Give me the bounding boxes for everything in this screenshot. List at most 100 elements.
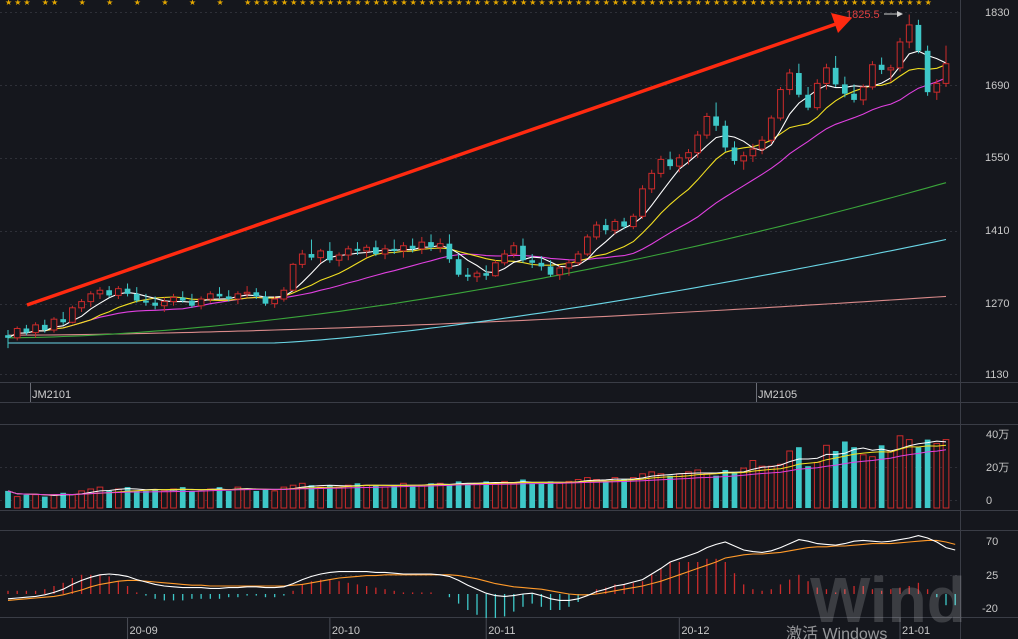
- macd-tick-label: 70: [986, 536, 998, 548]
- volume-bar: [87, 488, 95, 509]
- event-star-icon: ★: [548, 0, 555, 7]
- candle-body: [887, 67, 895, 71]
- volume-bar: [529, 483, 536, 508]
- event-star-icon: ★: [419, 0, 426, 7]
- candle-body: [436, 243, 444, 248]
- event-star-icon: ★: [649, 0, 656, 7]
- volume-bar: [556, 482, 564, 509]
- volume-tick-label: 0: [986, 495, 992, 507]
- volume-bar: [133, 490, 140, 508]
- price-tick-label: 1550: [985, 152, 1009, 164]
- candle-body: [796, 73, 802, 95]
- event-star-icon: ★: [106, 0, 113, 7]
- candle-body: [197, 298, 205, 307]
- volume-bar: [464, 483, 471, 508]
- event-star-icon: ★: [511, 0, 518, 7]
- candle-body: [639, 188, 646, 217]
- volume-bar: [428, 483, 434, 508]
- candle-body: [253, 292, 260, 297]
- volume-bar: [887, 450, 895, 509]
- event-star-icon: ★: [400, 0, 407, 7]
- candle-body: [96, 289, 104, 295]
- event-star-icon: ★: [686, 0, 693, 7]
- candle-body: [189, 300, 195, 306]
- candle-body: [905, 24, 913, 43]
- event-star-icon: ★: [833, 0, 840, 7]
- macd-tick-label: 25: [986, 570, 998, 582]
- contract-label-jm2101: JM2101: [32, 389, 71, 401]
- event-star-icon: ★: [428, 0, 435, 7]
- volume-ma10-line: [7, 444, 947, 496]
- event-star-icon: ★: [888, 0, 895, 7]
- volume-bar: [106, 490, 113, 508]
- candle-body: [731, 147, 738, 161]
- event-star-icon: ★: [704, 0, 711, 7]
- candle-body: [262, 296, 269, 304]
- candle-body: [685, 152, 692, 159]
- candle-body: [933, 82, 941, 93]
- candle-body: [87, 293, 95, 303]
- volume-bar: [243, 488, 251, 509]
- volume-bar: [152, 489, 158, 508]
- event-star-icon: ★: [42, 0, 49, 7]
- event-star-icon: ★: [768, 0, 775, 7]
- event-star-icon: ★: [244, 0, 251, 7]
- volume-bar: [234, 486, 242, 509]
- event-star-icon: ★: [750, 0, 757, 7]
- event-star-icon: ★: [410, 0, 417, 7]
- candlesticks: [5, 14, 950, 349]
- candle-body: [786, 72, 794, 91]
- event-star-icon: ★: [676, 0, 683, 7]
- event-star-icon: ★: [299, 0, 306, 7]
- volume-bar: [621, 479, 627, 508]
- volume-bar: [179, 487, 186, 508]
- volume-bar: [749, 460, 757, 509]
- volume-bar: [124, 487, 131, 508]
- volume-bar: [740, 467, 748, 509]
- volume-bar: [32, 494, 39, 509]
- ma60-line: [7, 182, 947, 339]
- candle-body: [777, 89, 784, 119]
- volume-bar: [391, 485, 398, 508]
- volume-bar: [409, 485, 416, 508]
- event-star-icon: ★: [272, 0, 279, 7]
- volume-axis: 40万 20万 0: [986, 429, 1009, 507]
- event-star-icon: ★: [354, 0, 361, 7]
- event-star-icon: ★: [787, 0, 794, 7]
- event-star-icon: ★: [373, 0, 380, 7]
- candle-body: [446, 243, 453, 260]
- volume-bar: [41, 496, 48, 508]
- volume-bar: [418, 484, 426, 509]
- candle-body: [206, 293, 214, 300]
- event-star-icon: ★: [79, 0, 86, 7]
- candle-body: [179, 297, 186, 301]
- price-tick-label: 1130: [985, 369, 1009, 381]
- volume-bar: [96, 486, 104, 509]
- candle-body: [621, 221, 627, 227]
- volume-bar: [777, 463, 784, 509]
- candle-body: [648, 172, 656, 190]
- volume-bar: [253, 490, 260, 508]
- price-tick-label: 1690: [985, 80, 1009, 92]
- candle-body: [381, 248, 389, 255]
- event-star-icon: ★: [621, 0, 628, 7]
- volume-bar: [667, 475, 673, 508]
- candle-body: [344, 248, 352, 256]
- event-star-icon: ★: [713, 0, 720, 7]
- volume-bar: [23, 494, 30, 508]
- event-star-icon: ★: [327, 0, 334, 7]
- candle-body: [767, 117, 775, 141]
- candle-body: [13, 327, 21, 339]
- volume-bar: [796, 447, 802, 508]
- event-star-icon: ★: [134, 0, 141, 7]
- candle-body: [713, 116, 719, 126]
- candle-body: [832, 67, 839, 85]
- volume-bar: [335, 486, 343, 509]
- volume-bar: [713, 475, 719, 508]
- candle-body: [629, 215, 637, 228]
- candle-body: [143, 300, 149, 303]
- candle-body: [271, 298, 279, 305]
- volume-bar: [731, 471, 738, 508]
- volume-bar: [942, 439, 950, 509]
- candle-body: [69, 307, 76, 323]
